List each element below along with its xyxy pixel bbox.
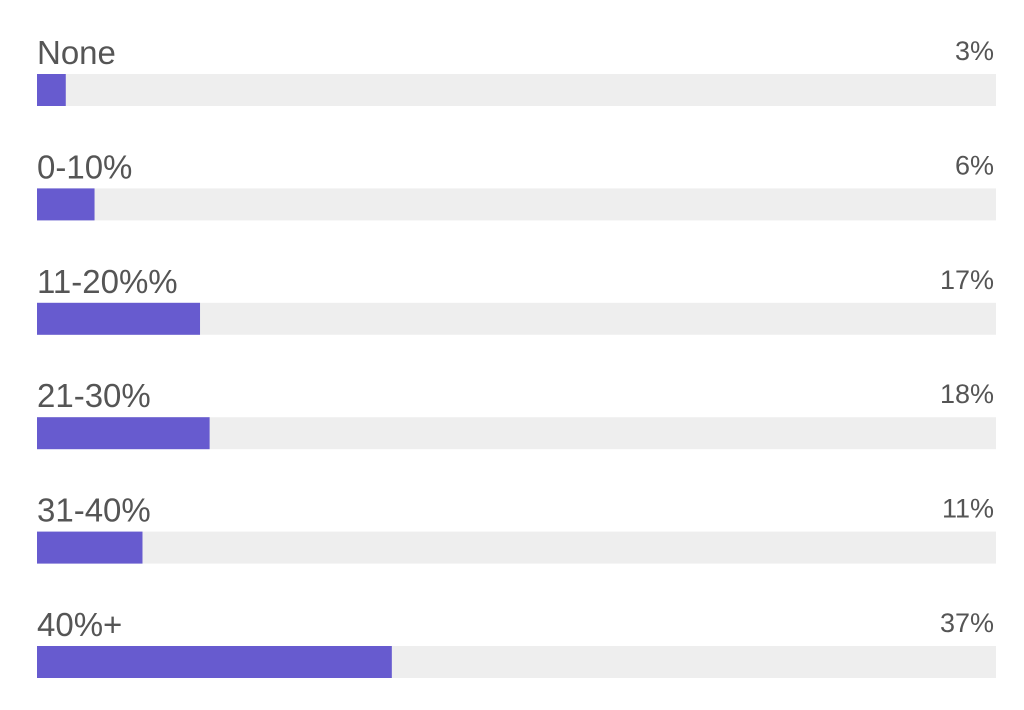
bar [37,646,392,678]
value-label: 11% [942,494,994,524]
bar [37,188,95,221]
bar-track [37,74,996,106]
category-label: 31-40% [37,492,151,529]
value-label: 18% [940,379,994,409]
bar-track [37,531,996,564]
value-label: 6% [955,150,994,180]
bar [37,417,210,450]
bar-track [37,188,996,221]
bar [37,74,66,106]
value-label: 3% [955,36,994,66]
category-label: 21-30% [37,377,151,414]
category-label: 40%+ [37,606,122,643]
category-label: 0-10% [37,148,132,185]
category-label: 11-20%% [37,263,178,300]
value-label: 37% [940,608,994,638]
value-label: 17% [940,265,994,295]
bar [37,531,143,564]
category-label: None [37,34,116,71]
bar [37,302,201,335]
